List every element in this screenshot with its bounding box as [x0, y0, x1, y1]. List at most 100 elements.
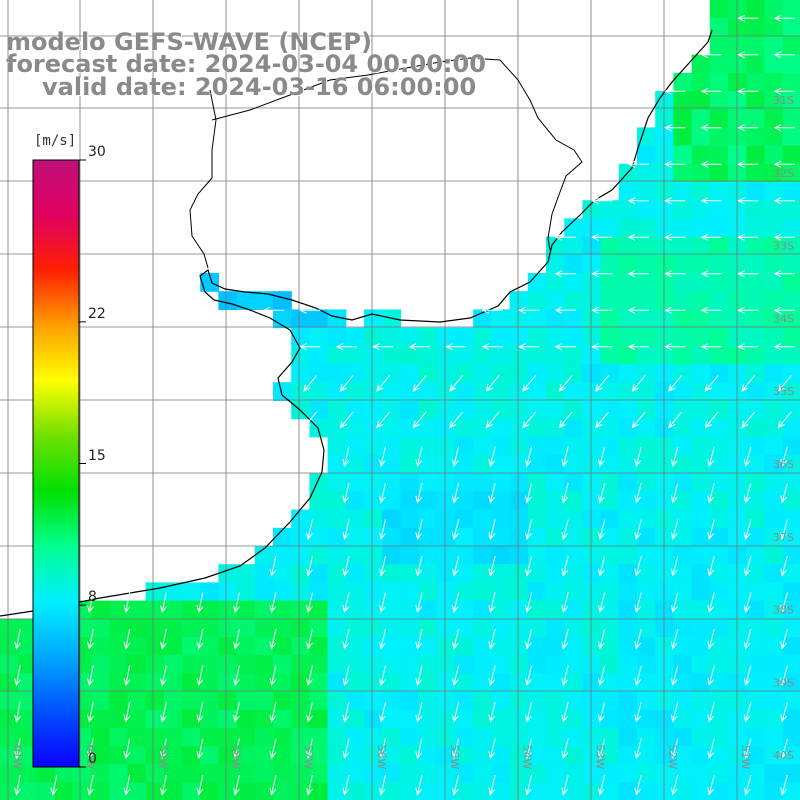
- wind-speed-cell: [254, 546, 274, 565]
- wind-speed-cell: [709, 709, 729, 729]
- wind-speed-cell: [637, 200, 656, 219]
- wind-arrow: [14, 774, 21, 796]
- wind-arrow: [668, 411, 682, 429]
- wind-arrow: [561, 446, 569, 468]
- wind-speed-cell: [673, 564, 693, 583]
- wind-speed-cell: [491, 345, 511, 365]
- wind-speed-cell: [491, 709, 511, 729]
- wind-arrow: [561, 701, 569, 723]
- wind-speed-cell: [600, 473, 620, 492]
- wind-arrow: [780, 592, 788, 614]
- wind-arrow: [303, 375, 317, 392]
- wind-speed-cell: [746, 109, 765, 128]
- wind-speed-cell: [728, 418, 747, 438]
- wind-arrow: [415, 555, 423, 577]
- wind-speed-cell: [728, 200, 747, 219]
- wind-arrow: [415, 665, 423, 687]
- wind-speed-cell: [345, 673, 365, 693]
- title-valid-date: valid date: 2024-03-16 06:00:00: [42, 73, 477, 101]
- wind-arrow: [700, 160, 722, 168]
- wind-arrow: [524, 738, 533, 760]
- wind-speed-cell: [91, 655, 110, 674]
- wind-speed-cell: [200, 637, 219, 656]
- wind-arrow: [664, 87, 686, 95]
- wind-speed-cell: [509, 400, 529, 420]
- wind-arrow: [379, 665, 386, 687]
- wind-speed-cell: [764, 109, 784, 128]
- wind-speed-cell: [182, 655, 201, 674]
- wind-speed-cell: [509, 746, 529, 765]
- wind-speed-cell: [582, 582, 602, 602]
- wind-speed-cell: [91, 728, 110, 747]
- wind-speed-cell: [491, 418, 511, 438]
- wind-speed-cell: [637, 163, 656, 183]
- wind-speed-cell: [509, 527, 529, 547]
- wind-speed-cell: [309, 618, 329, 638]
- wind-speed-cell: [382, 764, 401, 784]
- wind-speed-cell: [691, 691, 711, 711]
- wind-speed-cell: [582, 436, 602, 456]
- wind-speed-cell: [618, 509, 638, 529]
- wind-speed-cell: [709, 582, 729, 602]
- wind-speed-cell: [564, 418, 583, 438]
- wind-speed-cell: [618, 418, 638, 438]
- wind-arrow: [87, 774, 94, 796]
- wind-speed-cell: [746, 655, 765, 674]
- wind-arrow: [627, 233, 649, 241]
- wind-speed-cell: [364, 691, 383, 711]
- wind-speed-cell: [746, 254, 765, 274]
- longitude-label: 55W: [448, 745, 461, 770]
- wind-speed-cell: [0, 618, 19, 638]
- wind-speed-cell: [655, 418, 674, 438]
- wind-speed-cell: [637, 273, 656, 292]
- wind-speed-cell: [728, 400, 747, 420]
- wind-speed-cell: [382, 418, 401, 438]
- wind-speed-cell: [746, 291, 765, 310]
- wind-speed-cell: [600, 564, 620, 583]
- longitude-labels: 61W60W59W58W57W56W55W54W53W52W51W50W: [11, 745, 752, 770]
- wind-speed-cell: [491, 764, 511, 784]
- wind-speed-cell: [527, 673, 547, 693]
- wind-speed-cell: [691, 746, 711, 765]
- wind-speed-cell: [218, 637, 238, 656]
- wind-speed-cell: [746, 564, 765, 583]
- wind-speed-cell: [364, 564, 383, 583]
- wind-speed-cell: [691, 182, 711, 201]
- wind-speed-cell: [327, 436, 347, 456]
- wind-speed-cell: [637, 254, 656, 274]
- wind-speed-cell: [182, 637, 201, 656]
- wind-speed-cell: [527, 491, 547, 511]
- wind-speed-cell: [709, 509, 729, 529]
- wind-speed-cell: [364, 764, 383, 784]
- wind-speed-cell: [728, 309, 747, 329]
- wind-arrow: [524, 519, 533, 541]
- wind-speed-cell: [364, 400, 383, 420]
- wind-speed-cell: [509, 345, 529, 365]
- wind-speed-cell: [0, 782, 19, 800]
- wind-speed-cell: [418, 400, 438, 420]
- wind-speed-cell: [673, 673, 693, 693]
- latitude-label: 37S: [773, 531, 794, 544]
- wind-speed-cell: [782, 600, 800, 620]
- wind-speed-cell: [655, 509, 674, 529]
- wind-speed-cell: [600, 291, 620, 310]
- wind-arrow: [160, 738, 167, 760]
- wind-arrow: [415, 774, 423, 796]
- wind-speed-cell: [327, 509, 347, 529]
- wind-speed-cell: [582, 473, 602, 492]
- wind-speed-cell: [691, 400, 711, 420]
- wind-speed-cell: [436, 327, 456, 347]
- wind-speed-cell: [691, 364, 711, 383]
- wind-speed-cell: [291, 728, 310, 747]
- wind-speed-cell: [691, 109, 711, 128]
- wind-speed-cell: [418, 564, 438, 583]
- wind-speed-cell: [218, 764, 238, 784]
- wind-speed-cell: [491, 564, 511, 583]
- wind-arrow: [743, 628, 752, 650]
- wind-speed-cell: [709, 691, 729, 711]
- wind-arrow: [488, 482, 496, 504]
- wind-speed-cell: [254, 600, 274, 620]
- wind-arrow: [518, 343, 540, 351]
- wind-arrow: [780, 665, 788, 687]
- wind-speed-cell: [364, 618, 383, 638]
